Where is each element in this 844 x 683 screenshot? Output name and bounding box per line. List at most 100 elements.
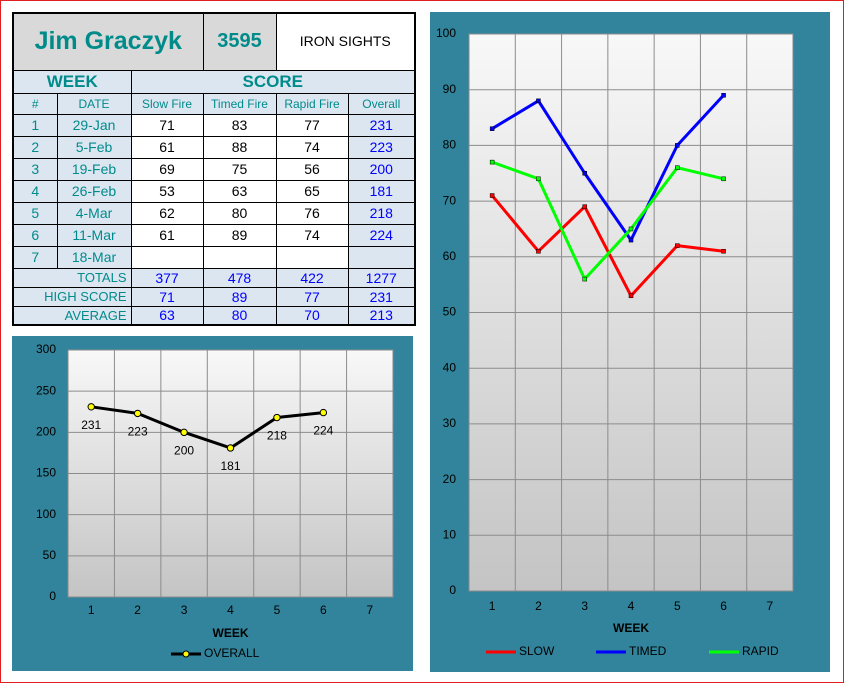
summary-value: 478	[202, 267, 277, 288]
score-table: Jim Graczyk 3595 IRON SIGHTS WEEK SCORE # DATE…	[12, 12, 416, 326]
legend-label: RAPID	[742, 644, 779, 658]
table-cell: 200	[347, 157, 416, 181]
x-tick-label: 6	[320, 603, 327, 617]
data-point	[675, 243, 680, 248]
series-line	[91, 405, 324, 450]
x-tick-label: 3	[181, 603, 188, 617]
table-cell: 5-Feb	[56, 135, 132, 159]
table-cell: 77	[275, 113, 349, 137]
table-cell: 18-Mar	[56, 245, 132, 269]
table-cell: 61	[130, 135, 204, 159]
data-point	[87, 403, 95, 411]
data-point	[675, 165, 680, 170]
table-cell: 11-Mar	[56, 223, 132, 247]
table-cell: 29-Jan	[56, 113, 132, 137]
data-label: 218	[267, 429, 287, 443]
y-tick-label: 50	[43, 548, 57, 562]
x-tick-label: 7	[767, 599, 774, 613]
y-tick-label: 0	[49, 589, 56, 603]
x-tick-label: 4	[628, 599, 635, 613]
y-tick-label: 300	[36, 342, 56, 356]
data-point	[582, 171, 587, 176]
data-label: 231	[81, 418, 101, 432]
y-tick-label: 100	[436, 26, 456, 40]
summary-value: 213	[347, 305, 416, 326]
group-header: SCORE	[130, 69, 416, 94]
summary-value: 70	[275, 305, 349, 326]
y-tick-label: 30	[443, 416, 457, 430]
column-header: DATE	[56, 92, 132, 115]
shooter-number: 3595	[202, 12, 277, 71]
data-point	[721, 176, 726, 182]
data-point	[273, 413, 281, 422]
table-cell: 71	[130, 113, 204, 137]
summary-value: 377	[130, 267, 204, 288]
column-header: Timed Fire	[202, 92, 277, 115]
table-cell: 74	[275, 223, 349, 247]
data-label: 224	[313, 424, 333, 438]
y-tick-label: 20	[443, 472, 457, 486]
table-cell: 223	[347, 135, 416, 159]
y-tick-label: 60	[443, 249, 457, 263]
x-tick-label: 4	[227, 603, 234, 617]
table-cell: 5	[12, 201, 58, 225]
table-cell: 75	[202, 157, 277, 181]
summary-value: 422	[275, 267, 349, 288]
legend-marker	[182, 650, 190, 658]
data-point	[180, 428, 188, 437]
table-cell: 65	[275, 179, 349, 203]
data-point	[319, 408, 328, 417]
series-line	[491, 160, 724, 281]
column-header: #	[12, 92, 58, 115]
data-point	[489, 159, 495, 165]
summary-value: 1277	[347, 267, 416, 288]
summary-label: HIGH SCORE	[12, 286, 132, 307]
data-point	[628, 226, 634, 232]
table-cell: 224	[347, 223, 416, 247]
data-point	[721, 248, 726, 254]
y-tick-label: 200	[36, 425, 56, 439]
y-tick-label: 70	[443, 193, 457, 207]
table-cell: 56	[275, 157, 349, 181]
table-cell: 89	[202, 223, 277, 247]
column-header: Slow Fire	[130, 92, 204, 115]
data-point	[582, 276, 587, 282]
table-cell: 3	[12, 157, 58, 181]
table-cell: 1	[12, 113, 58, 137]
y-tick-label: 40	[443, 360, 457, 374]
y-tick-label: 80	[443, 138, 457, 152]
data-point	[536, 176, 541, 182]
x-tick-label: 6	[720, 599, 727, 613]
x-tick-label: 2	[535, 599, 542, 613]
data-point	[536, 98, 541, 104]
table-cell: 218	[347, 201, 416, 225]
shooter-name: Jim Graczyk	[12, 12, 204, 71]
data-point	[628, 293, 634, 299]
data-point	[721, 93, 726, 98]
data-point	[675, 143, 680, 148]
data-point	[226, 444, 235, 452]
y-tick-label: 100	[36, 507, 56, 521]
summary-value: 89	[202, 286, 277, 307]
x-axis-title: WEEK	[213, 626, 249, 640]
x-tick-label: 7	[366, 603, 373, 617]
table-cell: 19-Feb	[56, 157, 132, 181]
data-point	[133, 409, 142, 418]
data-point	[582, 204, 587, 209]
data-point	[536, 248, 541, 254]
table-cell: 88	[202, 135, 277, 159]
legend-label: TIMED	[629, 644, 667, 658]
x-tick-label: 3	[581, 599, 588, 613]
data-label: 223	[128, 425, 148, 439]
x-tick-label: 1	[489, 599, 496, 613]
y-tick-label: 0	[449, 583, 456, 597]
table-cell: 80	[202, 201, 277, 225]
table-cell: 4-Mar	[56, 201, 132, 225]
summary-value: 231	[347, 286, 416, 307]
table-cell: 63	[202, 179, 277, 203]
table-cell: 74	[275, 135, 349, 159]
y-tick-label: 150	[36, 466, 56, 480]
x-tick-label: 2	[134, 603, 141, 617]
data-label: 200	[174, 444, 194, 458]
table-cell: 62	[130, 201, 204, 225]
